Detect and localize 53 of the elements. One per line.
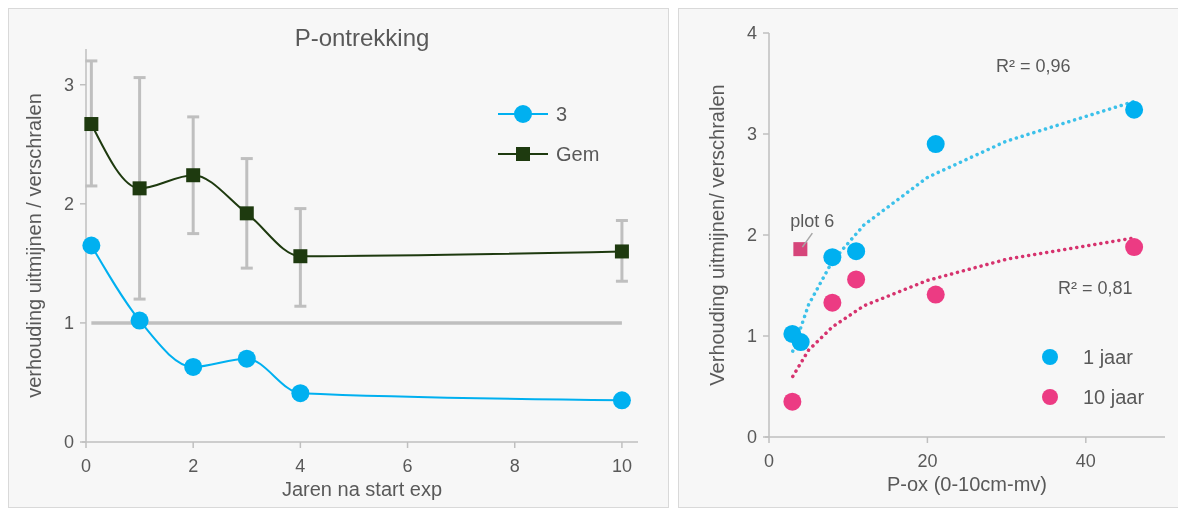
y-tick-label: 3 <box>63 75 74 96</box>
x-tick-label: 6 <box>402 456 413 476</box>
y-tick-label: 3 <box>746 124 757 145</box>
point <box>239 206 254 221</box>
y-tick-label: 1 <box>746 326 757 347</box>
x-tick-label: 8 <box>509 456 520 476</box>
point <box>132 181 147 196</box>
point <box>291 384 310 403</box>
point <box>847 242 866 261</box>
y-tick-label: 2 <box>746 225 757 246</box>
legend-label: 10 jaar <box>1083 386 1145 408</box>
x-tick-label: 0 <box>80 456 92 476</box>
annotation: R² = 0,96 <box>996 55 1071 76</box>
point <box>791 333 810 352</box>
point <box>823 293 842 312</box>
chart-title: P-ontrekking <box>294 24 430 51</box>
point <box>130 311 149 330</box>
point <box>847 270 866 289</box>
point <box>926 285 945 304</box>
point <box>84 117 99 132</box>
y-axis-title: verhouding uitmijnen / verschralen <box>23 93 45 398</box>
y-tick-label: 0 <box>746 427 757 448</box>
y-tick-label: 1 <box>63 313 74 334</box>
point <box>1125 238 1144 257</box>
annotation: R² = 0,81 <box>1058 278 1133 299</box>
x-tick-label: 4 <box>295 456 306 476</box>
point <box>783 392 802 411</box>
y-tick-label: 2 <box>63 194 74 215</box>
point <box>237 349 256 368</box>
legend-label: Gem <box>556 143 600 165</box>
point <box>1125 100 1144 119</box>
legend-label: 3 <box>556 103 568 125</box>
x-axis-title: Jaren na start exp <box>281 478 443 500</box>
x-tick-label: 2 <box>188 456 199 476</box>
y-tick-label: 0 <box>63 432 74 453</box>
x-tick-label: 0 <box>763 451 775 471</box>
point <box>612 391 631 410</box>
annotation: plot 6 <box>790 211 835 232</box>
point <box>926 135 945 154</box>
x-tick-label: 20 <box>917 451 938 471</box>
point <box>793 242 808 257</box>
x-tick-label: 10 <box>611 456 632 476</box>
point <box>184 357 203 376</box>
point <box>293 249 308 264</box>
y-axis-title: Verhouding uitmijnen/ verschralen <box>706 84 728 386</box>
point <box>823 248 842 267</box>
x-axis-title: P-ox (0-10cm-mv) <box>886 473 1048 495</box>
x-tick-label: 40 <box>1075 451 1096 471</box>
point <box>614 244 629 259</box>
y-tick-label: 4 <box>746 23 757 44</box>
point <box>186 168 201 183</box>
legend-label: 1 jaar <box>1083 346 1134 368</box>
point <box>82 236 101 255</box>
